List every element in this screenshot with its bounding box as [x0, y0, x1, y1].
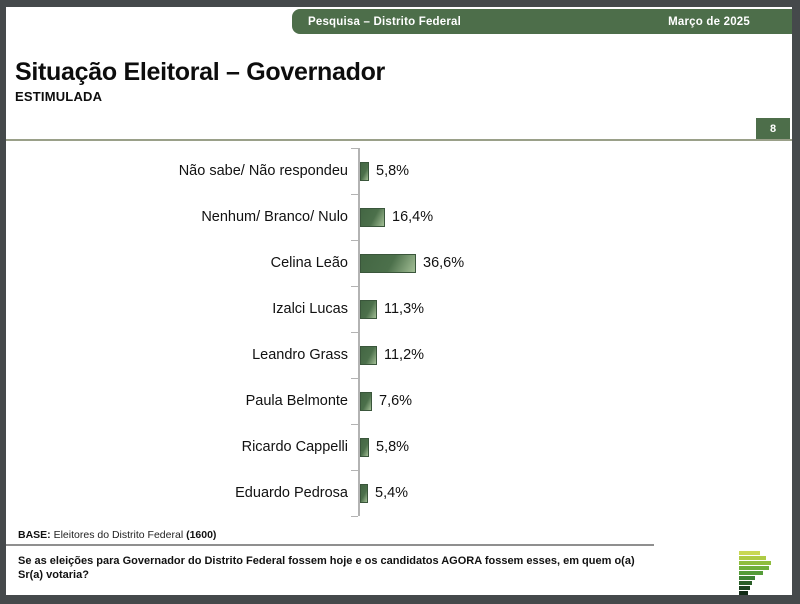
bar — [360, 299, 377, 319]
header-band: Pesquisa – Distrito Federal Março de 202… — [292, 9, 792, 34]
bar — [360, 391, 372, 411]
page-title: Situação Eleitoral – Governador — [15, 58, 385, 86]
bar — [360, 161, 369, 181]
base-count: (1600) — [186, 529, 217, 541]
category-label: Leandro Grass — [252, 347, 348, 363]
chart-row: Celina Leão 36,6% — [6, 240, 766, 287]
page-subtitle: ESTIMULADA — [15, 88, 103, 104]
logo-stripe — [739, 576, 755, 580]
value-label: 36,6% — [423, 255, 465, 271]
chart-row: Eduardo Pedrosa 5,4% — [6, 470, 766, 517]
value-label: 7,6% — [379, 393, 413, 409]
plot-area: 5,8% — [351, 148, 766, 195]
plot-area: 16,4% — [351, 194, 766, 241]
category-label: Paula Belmonte — [245, 393, 348, 409]
logo-stripe — [739, 571, 763, 575]
survey-question: Se as eleições para Governador do Distri… — [18, 555, 635, 581]
bar — [360, 437, 369, 457]
institute-logo — [739, 551, 779, 595]
bar — [360, 345, 377, 365]
category-label: Ricardo Cappelli — [241, 439, 348, 455]
footer-divider — [6, 544, 654, 546]
category-label: Não sabe/ Não respondeu — [178, 163, 348, 179]
category-label: Izalci Lucas — [272, 301, 348, 317]
plot-area: 7,6% — [351, 378, 766, 425]
base-text: Eleitores do Distrito Federal — [53, 529, 184, 541]
value-label: 5,4% — [375, 485, 409, 501]
chart-row: Leandro Grass 11,2% — [6, 332, 766, 379]
logo-stripe — [739, 586, 750, 590]
chart-row: Nenhum/ Branco/ Nulo 16,4% — [6, 194, 766, 241]
category-label: Eduardo Pedrosa — [235, 485, 348, 501]
category-label: Celina Leão — [270, 255, 348, 271]
chart-row: Ricardo Cappelli 5,8% — [6, 424, 766, 471]
value-label: 16,4% — [392, 209, 434, 225]
plot-area: 11,3% — [351, 286, 766, 333]
value-label: 5,8% — [376, 439, 410, 455]
page-number-badge: 8 — [756, 118, 790, 140]
value-label: 11,3% — [384, 301, 425, 317]
plot-area: 5,8% — [351, 424, 766, 471]
logo-stripe — [739, 561, 771, 565]
chart-row: Izalci Lucas 11,3% — [6, 286, 766, 333]
plot-area: 36,6% — [351, 240, 766, 287]
bar — [360, 253, 416, 273]
plot-area: 11,2% — [351, 332, 766, 379]
bar — [360, 483, 368, 503]
plot-area: 5,4% — [351, 470, 766, 517]
base-label: BASE: — [18, 529, 51, 541]
logo-stripe — [739, 591, 748, 595]
chart-row: Não sabe/ Não respondeu 5,8% — [6, 148, 766, 195]
bar — [360, 207, 385, 227]
title-divider — [6, 139, 792, 141]
logo-stripe — [739, 551, 760, 555]
slide: Pesquisa – Distrito Federal Março de 202… — [6, 7, 792, 595]
bar-chart: Não sabe/ Não respondeu 5,8% Nenhum/ Branc… — [6, 148, 766, 517]
title-block: Situação Eleitoral – Governador ESTIMULA… — [15, 58, 385, 104]
logo-stripe — [739, 566, 769, 570]
header-date-label: Março de 2025 — [668, 15, 750, 28]
logo-stripe — [739, 556, 766, 560]
base-note: BASE: Eleitores do Distrito Federal (160… — [18, 529, 216, 541]
category-label: Nenhum/ Branco/ Nulo — [201, 209, 348, 225]
logo-stripe — [739, 581, 752, 585]
header-left-label: Pesquisa – Distrito Federal — [308, 15, 462, 28]
value-label: 5,8% — [376, 163, 410, 179]
value-label: 11,2% — [384, 347, 425, 363]
chart-row: Paula Belmonte 7,6% — [6, 378, 766, 425]
